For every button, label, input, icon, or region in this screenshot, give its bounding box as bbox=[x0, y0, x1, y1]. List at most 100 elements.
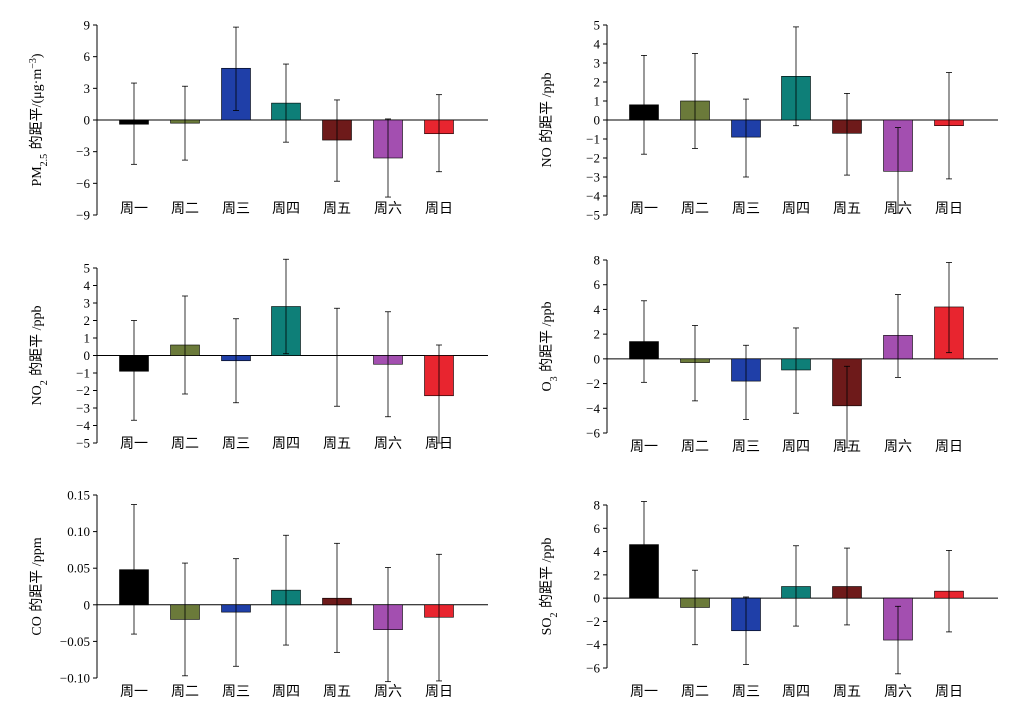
y-tick-label: −3 bbox=[76, 401, 90, 416]
y-tick-label: −6 bbox=[586, 661, 600, 676]
y-tick-label: 0 bbox=[84, 348, 91, 363]
y-tick-label: 2 bbox=[594, 567, 601, 582]
category-label: 周二 bbox=[681, 201, 709, 217]
y-axis-label-prefix: NO bbox=[540, 147, 555, 167]
category-label: 周五 bbox=[323, 201, 351, 217]
y-axis-label-prefix: PM bbox=[30, 166, 45, 187]
category-label: 周五 bbox=[833, 201, 861, 217]
category-label: 周一 bbox=[120, 684, 148, 700]
y-tick-label: 0 bbox=[84, 597, 91, 612]
y-tick-label: 0.10 bbox=[67, 524, 90, 539]
category-label: 周日 bbox=[425, 684, 453, 700]
y-tick-label: 3 bbox=[84, 296, 91, 311]
y-tick-label: 0 bbox=[594, 351, 601, 366]
y-tick-label: −6 bbox=[586, 426, 600, 441]
y-tick-label: −5 bbox=[586, 208, 600, 223]
y-axis-label-unit: /ppb bbox=[540, 302, 555, 330]
y-tick-label: 4 bbox=[594, 37, 601, 52]
y-axis-label: O3 的距平 /ppb bbox=[539, 302, 560, 392]
category-label: 周一 bbox=[630, 201, 658, 217]
y-tick-label: 6 bbox=[84, 49, 91, 64]
category-label: 周六 bbox=[884, 439, 912, 455]
category-label: 周日 bbox=[425, 436, 453, 452]
category-label: 周六 bbox=[374, 436, 402, 452]
y-axis-label-unit: /ppb bbox=[540, 538, 555, 566]
category-label: 周日 bbox=[425, 201, 453, 217]
y-axis-label-prefix: NO bbox=[30, 385, 45, 405]
y-axis-label-unit: /ppb bbox=[30, 305, 45, 333]
y-tick-label: 8 bbox=[594, 498, 601, 513]
category-label: 周四 bbox=[272, 684, 300, 700]
category-label: 周三 bbox=[732, 439, 760, 455]
category-label: 周六 bbox=[374, 201, 402, 217]
y-tick-label: −0.10 bbox=[60, 671, 90, 686]
y-tick-label: 8 bbox=[594, 253, 601, 268]
y-tick-label: 0 bbox=[84, 113, 91, 128]
category-label: 周一 bbox=[120, 201, 148, 217]
chart-panel-2: −5 −4 −3 −2 −1 0 1 2 3 4 5 周一 周二 周三 周四 周五 周六 周日 NO 的距平 /pp… bbox=[539, 18, 998, 223]
category-label: 周二 bbox=[171, 436, 199, 452]
y-tick-label: −1 bbox=[586, 132, 600, 147]
y-axis-label-sub: 2 bbox=[549, 612, 560, 617]
category-label: 周五 bbox=[833, 684, 861, 700]
y-tick-label: −2 bbox=[586, 376, 600, 391]
y-axis-label-cjk: 的距平 bbox=[29, 334, 45, 380]
category-label: 周三 bbox=[732, 201, 760, 217]
y-axis-label-tail: ) bbox=[30, 53, 45, 58]
y-tick-label: −4 bbox=[76, 418, 90, 433]
y-tick-label: 6 bbox=[594, 521, 601, 536]
y-tick-label: 4 bbox=[84, 278, 91, 293]
y-tick-label: −4 bbox=[586, 401, 600, 416]
y-tick-label: 3 bbox=[594, 56, 601, 71]
y-axis-label: SO2 的距平 /ppb bbox=[539, 538, 560, 636]
y-tick-label: 5 bbox=[84, 261, 91, 276]
category-label: 周三 bbox=[222, 201, 250, 217]
y-axis-label-sub: 2.5 bbox=[39, 154, 50, 167]
y-tick-label: −1 bbox=[76, 366, 90, 381]
y-tick-label: 6 bbox=[594, 277, 601, 292]
y-axis-label-cjk: 的距平 bbox=[29, 570, 45, 616]
category-label: 周二 bbox=[681, 439, 709, 455]
y-tick-label: 0.15 bbox=[67, 488, 90, 503]
y-axis-label: PM2.5 的距平/(μg·m−3) bbox=[28, 53, 50, 186]
y-tick-label: −5 bbox=[76, 436, 90, 451]
y-axis-label-unit: /ppb bbox=[540, 72, 555, 100]
y-tick-label: −6 bbox=[76, 176, 90, 191]
y-tick-label: 1 bbox=[594, 94, 601, 109]
category-label: 周二 bbox=[171, 201, 199, 217]
y-tick-label: 0 bbox=[594, 113, 601, 128]
y-axis-label: NO 的距平 /ppb bbox=[539, 72, 555, 167]
category-label: 周三 bbox=[732, 684, 760, 700]
category-label: 周三 bbox=[222, 684, 250, 700]
chart-panel-5: −0.10 −0.05 0 0.05 0.10 0.15 周一 周二 周三 周四 周五 周六 周日 CO … bbox=[29, 488, 488, 700]
y-axis-label: NO2 的距平 /ppb bbox=[29, 305, 50, 405]
y-axis-label-prefix: CO bbox=[30, 616, 45, 635]
category-label: 周四 bbox=[782, 201, 810, 217]
category-label: 周二 bbox=[171, 684, 199, 700]
category-label: 周五 bbox=[323, 436, 351, 452]
category-label: 周四 bbox=[782, 439, 810, 455]
y-tick-label: −2 bbox=[586, 614, 600, 629]
y-axis-label-unit: /ppm bbox=[30, 537, 45, 569]
category-label: 周一 bbox=[630, 439, 658, 455]
category-label: 周四 bbox=[782, 684, 810, 700]
chart-panel-4: −6 −4 −2 0 2 4 6 8 周一 周二 周三 周四 周五 周六 周日 O3 的距平 /ppb bbox=[539, 253, 998, 455]
y-axis-label-cjk: 的距平 bbox=[539, 330, 555, 376]
y-axis-label: CO 的距平 /ppm bbox=[29, 537, 45, 635]
category-label: 周六 bbox=[884, 684, 912, 700]
category-label: 周一 bbox=[120, 436, 148, 452]
y-tick-label: −9 bbox=[76, 208, 90, 223]
y-tick-label: 3 bbox=[84, 81, 91, 96]
y-tick-label: 5 bbox=[594, 18, 601, 33]
y-tick-label: −4 bbox=[586, 637, 600, 652]
category-label: 周一 bbox=[630, 684, 658, 700]
y-tick-label: −2 bbox=[76, 383, 90, 398]
y-tick-label: 2 bbox=[594, 327, 601, 342]
category-label: 周四 bbox=[272, 201, 300, 217]
y-tick-label: −4 bbox=[586, 189, 600, 204]
y-axis-label-prefix: SO bbox=[540, 617, 555, 635]
y-tick-label: −3 bbox=[586, 170, 600, 185]
y-axis-label-unit: /(μg·m bbox=[30, 69, 45, 108]
